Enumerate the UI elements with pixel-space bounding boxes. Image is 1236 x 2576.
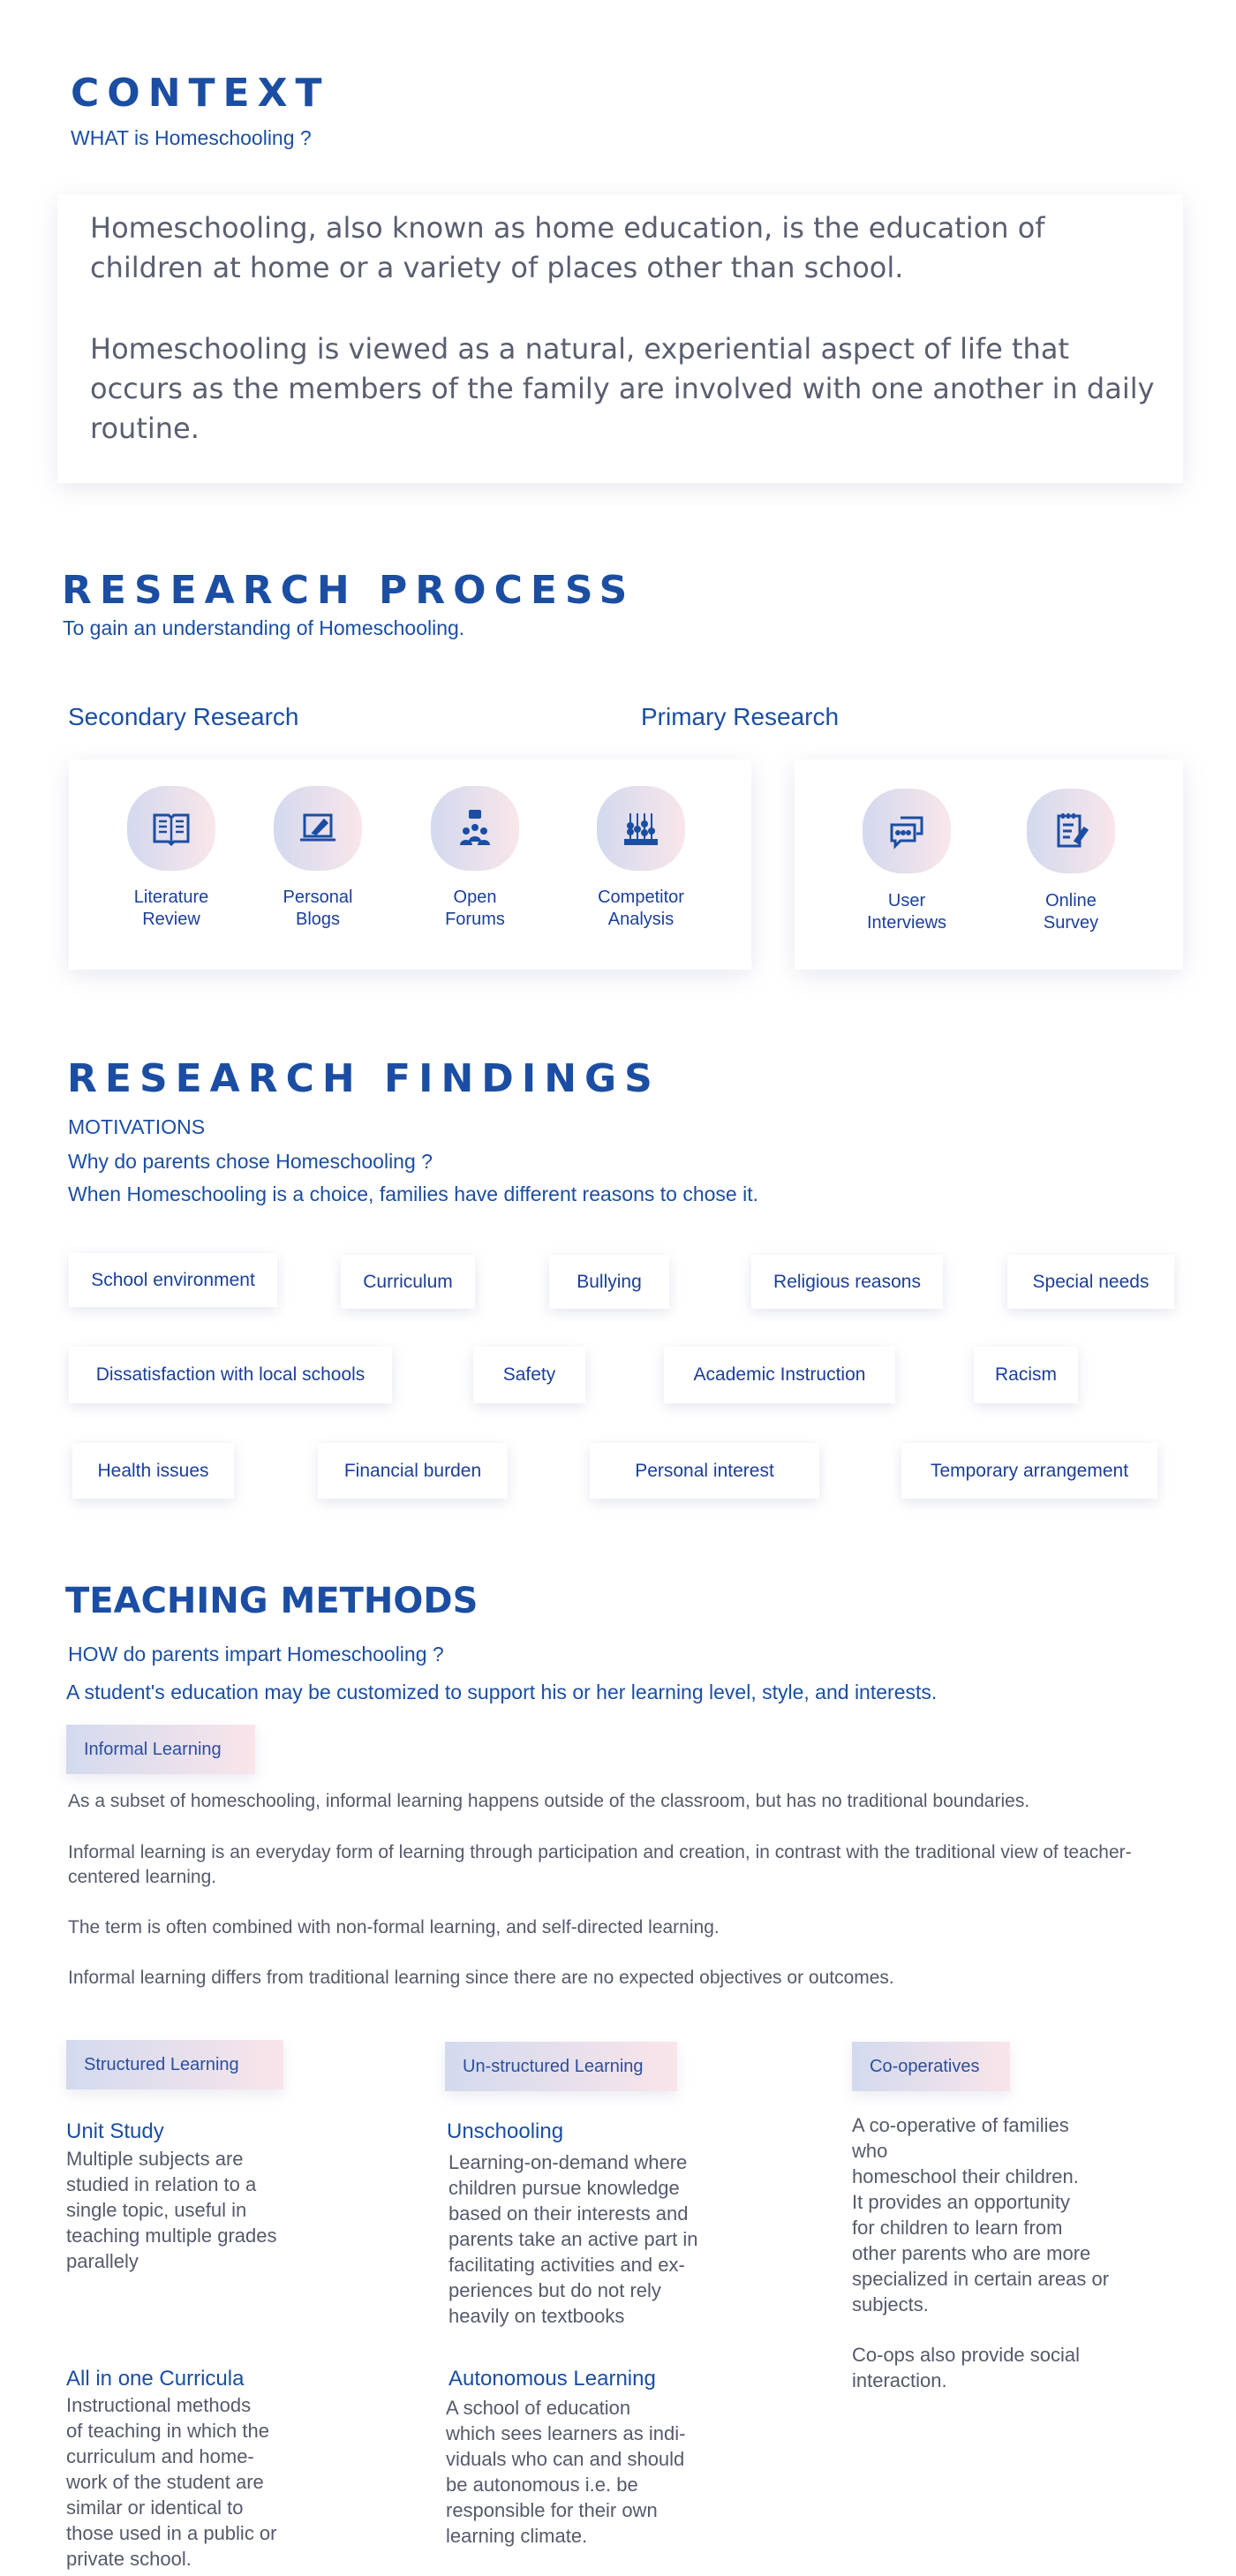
unstructured-learning-tag: Un-structured Learning [445, 2042, 677, 2091]
all-in-one-curricula-body: Instructional methods of teaching in whi… [66, 2394, 277, 2570]
informal-paragraph: Informal learning is an everyday form of… [68, 1842, 1132, 1887]
label-line: Online [1045, 891, 1097, 910]
primary-research-card [795, 759, 1183, 970]
user-interviews-label: User Interviews [836, 890, 977, 934]
autonomous-learning-body: A school of education which sees learner… [446, 2397, 686, 2547]
label-line: Personal [283, 888, 353, 907]
label-line: Forums [445, 910, 505, 929]
reason-tag: Personal interest [590, 1443, 819, 1499]
reason-tag: Dissatisfaction with local schools [69, 1347, 392, 1403]
literature-review-label: Literature Review [101, 887, 242, 931]
context-card: Homeschooling, also known as home educat… [57, 194, 1183, 483]
teaching-question: HOW do parents impart Homeschooling ? [68, 1643, 444, 1666]
context-paragraph-1: Homeschooling, also known as home educat… [90, 211, 1045, 284]
reason-tag: Health issues [72, 1443, 234, 1499]
label-line: Literature [133, 888, 209, 907]
personal-blogs-label: Personal Blogs [247, 887, 388, 931]
reason-tag: Academic Instruction [664, 1347, 895, 1403]
label-line: Survey [1043, 913, 1099, 933]
reason-tag: Curriculum [341, 1255, 475, 1309]
research-process-subtitle: To gain an understanding of Homeschoolin… [63, 616, 465, 639]
secondary-research-label: Secondary Research [68, 703, 299, 730]
laptop-pen-icon [274, 786, 362, 871]
reason-tag: Religious reasons [751, 1255, 943, 1309]
reason-tag: Bullying [549, 1255, 669, 1309]
group-chat-icon [431, 786, 519, 871]
label-line: User [887, 891, 926, 910]
context-title: CONTEXT [71, 71, 330, 116]
label-line: Review [142, 910, 200, 929]
open-forums-label: Open Forums [404, 887, 546, 931]
book-icon [127, 786, 215, 871]
unschooling-body: Learning-on-demand where children pursue… [448, 2151, 698, 2327]
autonomous-learning-title: Autonomous Learning [448, 2367, 656, 2391]
motivations-question: Why do parents chose Homeschooling ? [68, 1150, 433, 1173]
unschooling-title: Unschooling [447, 2119, 564, 2143]
all-in-one-curricula-title: All in one Curricula [66, 2367, 245, 2391]
reason-tag: Temporary arrangement [901, 1443, 1157, 1499]
label-line: Interviews [866, 913, 947, 933]
research-findings-title: RESEARCH FINDINGS [67, 1056, 660, 1101]
teaching-intro: A student's education may be customized … [66, 1681, 938, 1703]
label-line: Blogs [295, 910, 341, 929]
label-line: Competitor [598, 888, 684, 907]
notepad-icon [1027, 789, 1115, 873]
informal-paragraph: Informal learning differs from tradition… [68, 1968, 894, 1988]
informal-learning-tag: Informal Learning [66, 1725, 255, 1774]
reason-tag: Financial burden [318, 1443, 508, 1499]
motivations-label: MOTIVATIONS [68, 1115, 206, 1138]
context-paragraph-2: Homeschooling is viewed as a natural, ex… [90, 332, 1155, 445]
co-operatives-tag: Co-operatives [852, 2042, 1010, 2091]
chat-bubbles-icon [863, 789, 951, 873]
co-operatives-body-2: Co-ops also provide social interaction. [852, 2344, 1081, 2391]
informal-paragraph: As a subset of homeschooling, informal l… [68, 1791, 1030, 1811]
reason-tag: Racism [974, 1347, 1078, 1403]
competitor-analysis-label: Competitor Analysis [570, 887, 712, 931]
research-process-title: RESEARCH PROCESS [62, 568, 636, 613]
label-line: Open [453, 888, 497, 907]
unit-study-title: Unit Study [66, 2119, 164, 2143]
context-subtitle: WHAT is Homeschooling ? [71, 126, 312, 149]
unit-study-body: Multiple subjects are studied in relatio… [66, 2148, 277, 2272]
structured-learning-tag: Structured Learning [66, 2040, 283, 2089]
abacus-icon [597, 786, 685, 871]
motivations-intro: When Homeschooling is a choice, families… [68, 1182, 758, 1205]
primary-research-label: Primary Research [641, 703, 840, 730]
informal-paragraph: The term is often combined with non-form… [68, 1917, 720, 1938]
label-line: Analysis [607, 910, 675, 929]
reason-tag: School environment [69, 1253, 277, 1307]
online-survey-label: Online Survey [1000, 890, 1142, 934]
reason-tag: Safety [473, 1347, 585, 1403]
teaching-methods-title: TEACHING METHODS [65, 1581, 479, 1621]
reason-tag: Special needs [1007, 1255, 1174, 1309]
co-operatives-body: A co-operative of families who homeschoo… [852, 2114, 1110, 2315]
